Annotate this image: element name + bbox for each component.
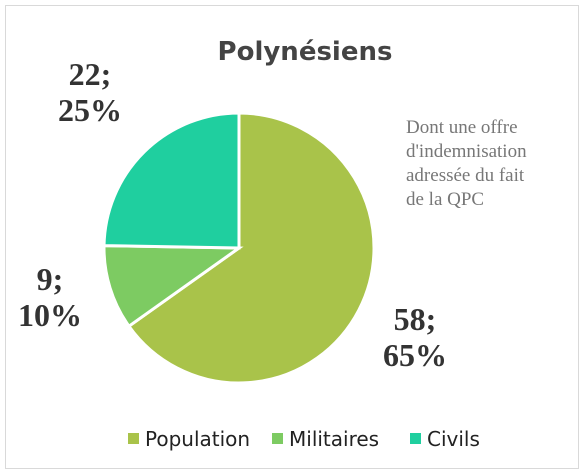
legend-label: Militaires — [289, 427, 379, 451]
annotation: d'indemnisation — [406, 141, 527, 162]
chart-title: Polynésiens — [218, 37, 393, 67]
legend-swatch — [272, 433, 283, 444]
pie-slice — [102, 244, 244, 329]
annotation: adressée du fait — [406, 165, 525, 186]
data-label: 9; 10% — [18, 261, 82, 333]
annotation: Dont une offre — [406, 117, 518, 138]
data-label: 22; 25% — [58, 56, 122, 128]
legend-swatch — [128, 433, 139, 444]
annotation: de la QPC — [406, 189, 484, 210]
legend-swatch — [410, 433, 421, 444]
legend-label: Civils — [427, 427, 480, 451]
pie-slice — [126, 111, 376, 385]
legend-label: Population — [145, 427, 250, 451]
data-label: 58; 65% — [383, 301, 447, 373]
pie-slice — [102, 111, 241, 250]
